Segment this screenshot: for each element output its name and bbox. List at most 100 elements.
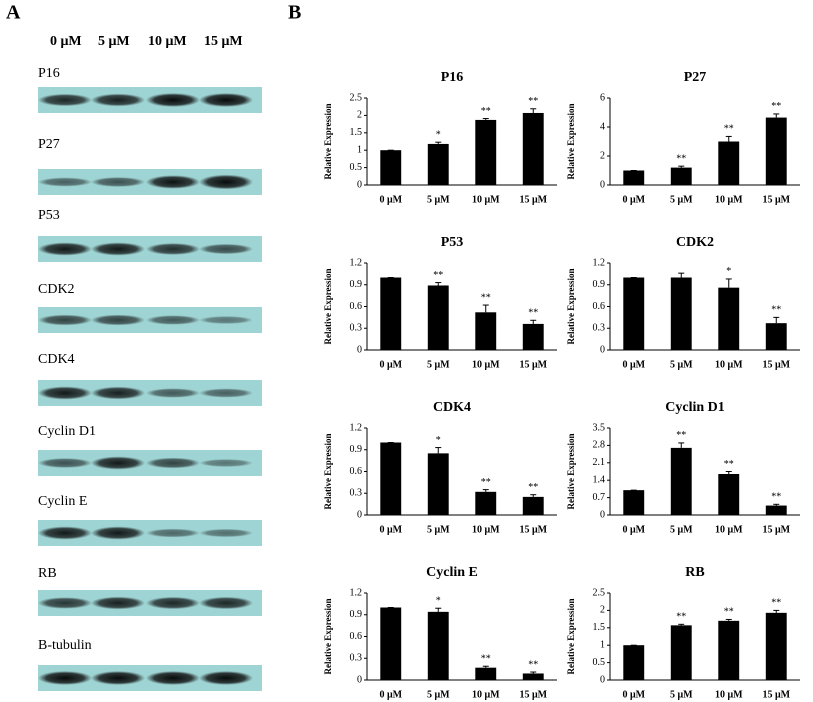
concentration-label: 10 μM [148, 34, 187, 49]
x-tick-label: 5 μM [427, 524, 450, 535]
y-tick-label: 0.5 [350, 162, 363, 173]
blot-band [91, 93, 145, 107]
blot-band [91, 526, 145, 540]
y-tick-label: 2.5 [350, 92, 363, 103]
y-tick-label: 1.2 [350, 422, 363, 433]
y-tick-label: 1.5 [593, 622, 606, 633]
x-tick-label: 0 μM [379, 194, 402, 205]
bar [380, 442, 402, 515]
bar [718, 141, 740, 185]
chart-title: Cyclin E [426, 565, 478, 580]
significance-label: ** [771, 598, 781, 609]
x-tick-label: 10 μM [472, 689, 500, 700]
x-tick-label: 10 μM [472, 359, 500, 370]
bar [765, 505, 787, 515]
y-axis-label: Relative Expression [323, 598, 333, 674]
significance-label: ** [481, 106, 491, 117]
x-tick-label: 15 μM [519, 524, 547, 535]
bar [380, 277, 402, 350]
y-tick-label: 0.6 [350, 631, 363, 642]
concentration-label: 5 μM [98, 34, 130, 49]
y-tick-label: 0.3 [593, 323, 606, 334]
significance-label: ** [724, 124, 734, 135]
bar [427, 453, 449, 515]
y-tick-label: 0.5 [593, 657, 606, 668]
y-tick-label: 0.3 [350, 653, 363, 664]
blot-band [199, 316, 253, 324]
y-axis-label: Relative Expression [566, 268, 576, 344]
blot-band [38, 386, 92, 400]
blot-band [146, 596, 200, 610]
bar [475, 667, 497, 680]
blot-band [199, 243, 253, 255]
significance-label: ** [528, 659, 538, 670]
x-tick-label: 5 μM [427, 359, 450, 370]
y-tick-label: 2.5 [593, 587, 606, 598]
y-tick-label: 0 [357, 674, 362, 685]
y-tick-label: 0.9 [350, 609, 363, 620]
y-tick-label: 0.9 [350, 279, 363, 290]
y-tick-label: 0.9 [350, 444, 363, 455]
y-axis-label: Relative Expression [566, 433, 576, 509]
significance-label: ** [771, 492, 781, 503]
y-tick-label: 0 [600, 509, 605, 520]
bar [718, 473, 740, 515]
concentration-label: 15 μM [204, 34, 243, 49]
blot-band [146, 93, 200, 107]
y-tick-label: 0.9 [593, 279, 606, 290]
blot-band [146, 457, 200, 469]
blot-label: B-tubulin [38, 638, 92, 653]
x-tick-label: 10 μM [715, 194, 743, 205]
x-tick-label: 5 μM [670, 689, 693, 700]
y-tick-label: 2.1 [593, 457, 606, 468]
y-tick-label: 0 [600, 344, 605, 355]
x-tick-label: 0 μM [622, 194, 645, 205]
y-tick-label: 2 [600, 605, 605, 616]
x-tick-label: 0 μM [379, 359, 402, 370]
x-tick-label: 5 μM [670, 359, 693, 370]
significance-label: * [436, 596, 441, 607]
y-tick-label: 0 [357, 509, 362, 520]
y-tick-label: 2 [357, 110, 362, 121]
y-tick-label: 0 [357, 344, 362, 355]
significance-label: ** [528, 482, 538, 493]
x-tick-label: 15 μM [762, 359, 790, 370]
blot-band [91, 386, 145, 400]
x-tick-label: 10 μM [715, 359, 743, 370]
chart-title: P53 [441, 235, 464, 250]
y-tick-label: 4 [600, 121, 605, 132]
blot-label: Cyclin D1 [38, 424, 96, 439]
y-tick-label: 0.3 [350, 323, 363, 334]
significance-label: ** [724, 459, 734, 470]
panel-label: B [288, 2, 301, 24]
y-tick-label: 1 [357, 144, 362, 155]
chart-title: Cyclin D1 [665, 400, 725, 415]
x-tick-label: 15 μM [519, 359, 547, 370]
bar [427, 143, 449, 185]
x-tick-label: 15 μM [762, 194, 790, 205]
y-tick-label: 0.7 [593, 492, 606, 503]
bar [475, 491, 497, 515]
bar [475, 312, 497, 350]
significance-label: ** [676, 430, 686, 441]
chart-title: CDK2 [676, 235, 714, 250]
bar [623, 170, 645, 185]
blot-band [38, 526, 92, 540]
bar [380, 607, 402, 680]
y-axis-label: Relative Expression [323, 268, 333, 344]
bar [522, 673, 544, 680]
significance-label: ** [771, 305, 781, 316]
chart-title: P16 [441, 70, 464, 85]
blot-label: P53 [38, 208, 60, 223]
blot-label: Cyclin E [38, 494, 87, 509]
x-tick-label: 15 μM [762, 524, 790, 535]
x-tick-label: 0 μM [622, 359, 645, 370]
y-tick-label: 1.4 [593, 474, 606, 485]
bar [765, 323, 787, 350]
blot-label: P16 [38, 66, 60, 81]
bar [475, 119, 497, 185]
significance-label: ** [528, 308, 538, 319]
y-tick-label: 0.6 [350, 301, 363, 312]
significance-label: ** [481, 477, 491, 488]
blot-label: RB [38, 566, 57, 581]
